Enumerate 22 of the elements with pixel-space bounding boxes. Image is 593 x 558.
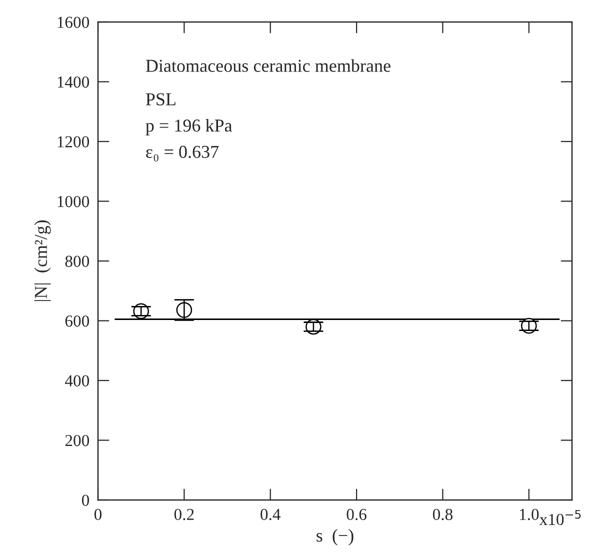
y-tick-label: 400 — [64, 375, 90, 386]
y-tick-label: 1400 — [58, 76, 90, 88]
y-tick-label: 1200 — [58, 136, 90, 148]
y-axis-title: |N| (cm²/g) — [34, 220, 51, 302]
y-tick-label: 600 — [65, 315, 90, 327]
x-axis-title: s (−) — [316, 529, 354, 546]
text: x10$^{−5}$ — [539, 510, 581, 526]
x-tick-label: 0.8 — [432, 508, 453, 520]
annotation: p = 196 kPa — [146, 118, 232, 136]
x-tick-label: 0.2 — [174, 508, 194, 520]
annotation: Diatomaceous ceramic membrane — [146, 59, 390, 72]
y-tick-label: 800 — [65, 256, 90, 267]
annotation: ε₀ = 0.637 — [146, 146, 219, 162]
y-tick-label: 0 — [82, 494, 90, 506]
annotation: PSL — [146, 93, 176, 106]
x-tick-label: 0 — [94, 508, 102, 520]
x-tick-label: 1.0 — [520, 508, 539, 520]
y-tick-label: 200 — [65, 434, 90, 446]
y-tick-label: 1000 — [58, 196, 90, 208]
x-tick-label: 0.6 — [346, 508, 366, 520]
y-tick-label: 1600 — [58, 16, 90, 28]
x-tick-label: 0.4 — [260, 508, 281, 520]
